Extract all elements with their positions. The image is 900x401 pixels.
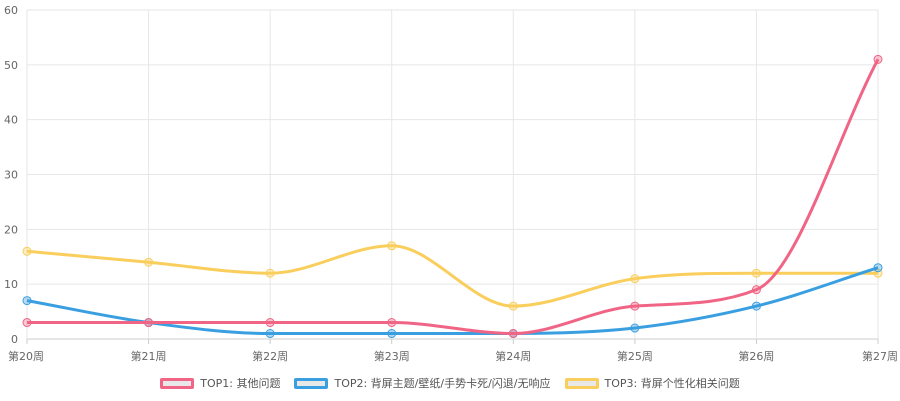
- data-point-top2[interactable]: [265, 329, 275, 339]
- x-tick-label: 第23周: [374, 349, 410, 363]
- data-point-top1[interactable]: [387, 318, 397, 328]
- data-point-top1[interactable]: [22, 318, 32, 328]
- legend: TOP1: 其他问题 TOP2: 背屏主题/壁纸/手势卡死/闪退/无响应 TOP…: [0, 372, 900, 394]
- series-line-top3: [26, 244, 878, 308]
- data-point-top3[interactable]: [751, 268, 761, 278]
- data-point-top2[interactable]: [22, 296, 32, 306]
- data-point-top2[interactable]: [873, 263, 883, 273]
- legend-item-top2[interactable]: TOP2: 背屏主题/壁纸/手势卡死/闪退/无响应: [294, 375, 551, 391]
- legend-item-top1[interactable]: TOP1: 其他问题: [160, 375, 280, 391]
- data-point-top2[interactable]: [630, 323, 640, 333]
- legend-label-top2: TOP2: 背屏主题/壁纸/手势卡死/闪退/无响应: [334, 377, 551, 390]
- legend-label-top3: TOP3: 背屏个性化相关问题: [604, 377, 740, 390]
- y-tick-label: 10: [4, 278, 18, 291]
- y-tick-label: 20: [4, 223, 18, 236]
- data-point-top3[interactable]: [387, 241, 397, 251]
- data-point-top3[interactable]: [144, 257, 154, 267]
- x-tick-label: 第26周: [738, 349, 774, 363]
- x-tick-label: 第25周: [617, 349, 653, 363]
- axis-layer: 0 10 20 30 40 50 60 第20周 第21周 第22周 第23周 第24周 第25周 第26…: [4, 4, 898, 363]
- series-line-top2: [26, 266, 879, 336]
- y-tick-label: 40: [4, 114, 18, 127]
- data-point-top1[interactable]: [265, 318, 275, 328]
- grid-layer: [26, 9, 879, 340]
- data-point-top1[interactable]: [630, 301, 640, 311]
- data-point-top1[interactable]: [751, 285, 761, 295]
- y-tick-label: 30: [4, 169, 18, 182]
- y-tick-label: 0: [11, 333, 18, 346]
- data-point-top2[interactable]: [387, 329, 397, 339]
- data-point-top3[interactable]: [630, 274, 640, 284]
- y-tick-label: 60: [4, 4, 18, 17]
- legend-swatch-top1: [160, 377, 195, 389]
- data-point-top3[interactable]: [22, 246, 32, 256]
- series-line-top1: [27, 58, 880, 336]
- x-tick-label: 第20周: [8, 349, 44, 363]
- x-tick-label: 第22周: [252, 349, 288, 363]
- legend-swatch-top3: [564, 377, 599, 389]
- data-point-top3[interactable]: [265, 268, 275, 278]
- data-point-top1[interactable]: [144, 318, 154, 328]
- x-tick-label: 第24周: [495, 349, 531, 363]
- legend-label-top1: TOP1: 其他问题: [200, 377, 281, 390]
- x-tick-label: 第27周: [862, 349, 898, 363]
- data-point-top1[interactable]: [508, 329, 518, 339]
- y-tick-label: 50: [4, 59, 18, 72]
- series-layer: [22, 54, 883, 339]
- data-point-top2[interactable]: [751, 301, 761, 311]
- legend-item-top3[interactable]: TOP3: 背屏个性化相关问题: [564, 375, 740, 391]
- x-tick-label: 第21周: [131, 349, 167, 363]
- data-point-top3[interactable]: [508, 301, 518, 311]
- data-point-top1[interactable]: [873, 54, 883, 64]
- legend-swatch-top2: [294, 377, 329, 389]
